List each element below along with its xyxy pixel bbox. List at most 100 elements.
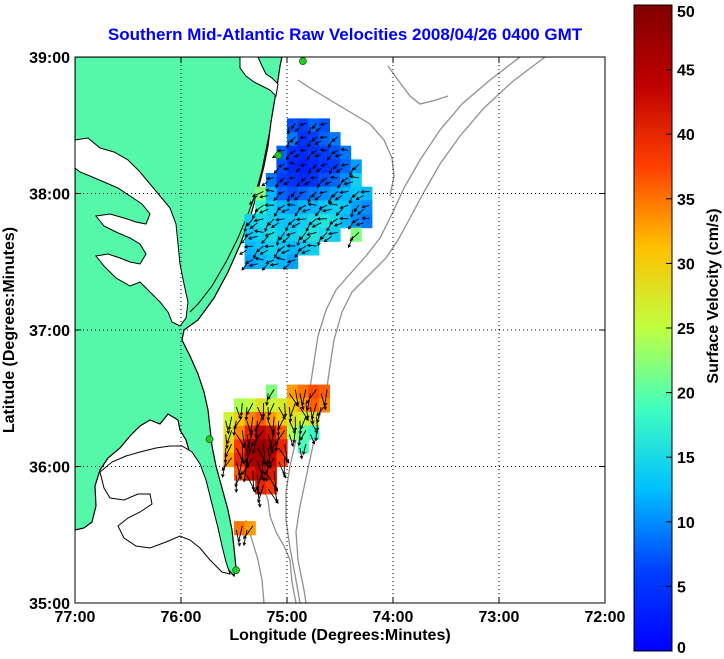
velocity-arrow: [278, 163, 285, 168]
velocity-arrow: [329, 168, 333, 175]
velocity-arrow-head: [297, 442, 301, 447]
velocity-arrow: [259, 249, 269, 255]
velocity-arrow-head: [348, 200, 353, 205]
velocity-arrow: [300, 136, 306, 139]
velocity-cell: [265, 480, 277, 495]
velocity-arrow-head: [316, 217, 321, 221]
velocity-cell: [223, 411, 235, 427]
velocity-arrow-head: [239, 412, 244, 417]
velocity-arrow-head: [336, 169, 340, 173]
velocity-arrow: [276, 236, 280, 246]
velocity-cell: [297, 118, 309, 133]
velocity-arrow-head: [311, 125, 316, 130]
velocity-arrow-head: [331, 138, 336, 142]
velocity-arrow-head: [254, 256, 259, 261]
velocity-arrow-head: [265, 478, 269, 482]
velocity-arrow-head: [327, 231, 332, 236]
velocity-arrow: [256, 245, 264, 252]
velocity-arrow-head: [320, 236, 324, 240]
velocity-arrow-head: [339, 216, 343, 221]
velocity-arrow-head: [314, 153, 319, 158]
velocity-arrow-head: [305, 400, 310, 404]
velocity-arrow: [276, 257, 285, 261]
velocity-arrow-head: [244, 416, 249, 421]
velocity-arrow: [324, 389, 328, 406]
velocity-arrow-head: [311, 440, 316, 445]
velocity-arrow: [306, 389, 317, 404]
velocity-arrow: [287, 204, 296, 206]
velocity-arrow-head: [251, 442, 255, 447]
velocity-arrow-head: [288, 176, 293, 180]
velocity-arrow: [315, 140, 322, 145]
velocity-arrow-head: [326, 227, 330, 232]
velocity-arrow-head: [275, 217, 280, 222]
velocity-arrow-head: [300, 425, 304, 430]
velocity-arrow-head: [227, 426, 232, 431]
velocity-arrow-head: [251, 450, 256, 455]
velocity-arrow-head: [252, 215, 256, 220]
velocity-arrow-head: [291, 125, 295, 130]
velocity-arrow: [263, 443, 266, 465]
velocity-arrow-head: [307, 202, 312, 207]
velocity-arrow-head: [270, 449, 274, 454]
velocity-arrow-head: [277, 206, 281, 211]
velocity-arrow-head: [221, 467, 226, 471]
velocity-arrow-head: [234, 489, 239, 493]
velocity-arrow-head: [285, 227, 289, 232]
velocity-arrow-head: [297, 247, 302, 251]
velocity-arrow-head: [245, 260, 249, 264]
velocity-arrow: [308, 127, 311, 134]
velocity-arrow: [266, 177, 275, 180]
velocity-arrow-head: [288, 221, 293, 226]
velocity-cell: [297, 145, 309, 160]
velocity-arrow: [241, 457, 254, 475]
velocity-arrow-head: [248, 263, 253, 268]
velocity-cell: [308, 118, 320, 133]
radar-stations: [205, 57, 307, 575]
velocity-arrow-head: [311, 193, 315, 198]
velocity-arrow: [353, 204, 360, 212]
velocity-arrow-head: [308, 170, 312, 175]
velocity-arrow: [331, 191, 339, 198]
velocity-cell: [287, 411, 299, 427]
velocity-arrow: [270, 263, 279, 266]
velocity-arrow-head: [237, 472, 242, 477]
velocity-arrow: [296, 218, 306, 221]
chart-title: Southern Mid-Atlantic Raw Velocities 200…: [108, 25, 583, 44]
velocity-arrow: [302, 443, 307, 455]
velocity-cell: [287, 425, 299, 440]
velocity-arrow-head: [294, 254, 299, 258]
velocity-cell: [318, 132, 330, 147]
velocity-arrow: [310, 407, 314, 424]
velocity-arrow: [278, 406, 286, 420]
velocity-arrow: [305, 403, 309, 419]
colorbar-ticks: 0 5 10 15 20 25 30 35 40 45 50: [666, 4, 695, 657]
velocity-arrow-head: [300, 178, 305, 182]
velocity-cell: [265, 227, 277, 242]
velocity-arrow-head: [315, 168, 320, 173]
velocity-arrow: [245, 259, 254, 264]
velocity-arrow-head: [289, 413, 293, 418]
velocity-arrow: [249, 222, 258, 229]
velocity-cell: [287, 241, 299, 256]
velocity-arrow: [246, 420, 252, 437]
velocity-cell: [287, 173, 299, 188]
x-axis: 77:00 76:00 75:00 74:00 73:00 72:00: [55, 57, 626, 626]
velocity-arrow: [244, 222, 248, 232]
velocity-arrow-head: [247, 444, 251, 449]
velocity-cell: [308, 425, 320, 440]
velocity-arrow-head: [244, 233, 249, 237]
velocity-arrow-head: [246, 222, 251, 227]
velocity-cell: [318, 118, 330, 133]
velocity-arrow-head: [347, 244, 352, 249]
velocity-arrow: [307, 140, 311, 147]
velocity-arrow-head: [259, 194, 264, 199]
velocity-arrow: [312, 222, 322, 228]
velocity-arrow: [266, 259, 275, 264]
velocity-arrow: [324, 236, 332, 242]
velocity-arrow: [331, 150, 338, 154]
velocity-arrow-head: [351, 194, 356, 198]
velocity-cell: [244, 398, 256, 413]
velocity-arrow-head: [267, 222, 271, 226]
velocity-arrow-head: [298, 430, 303, 435]
